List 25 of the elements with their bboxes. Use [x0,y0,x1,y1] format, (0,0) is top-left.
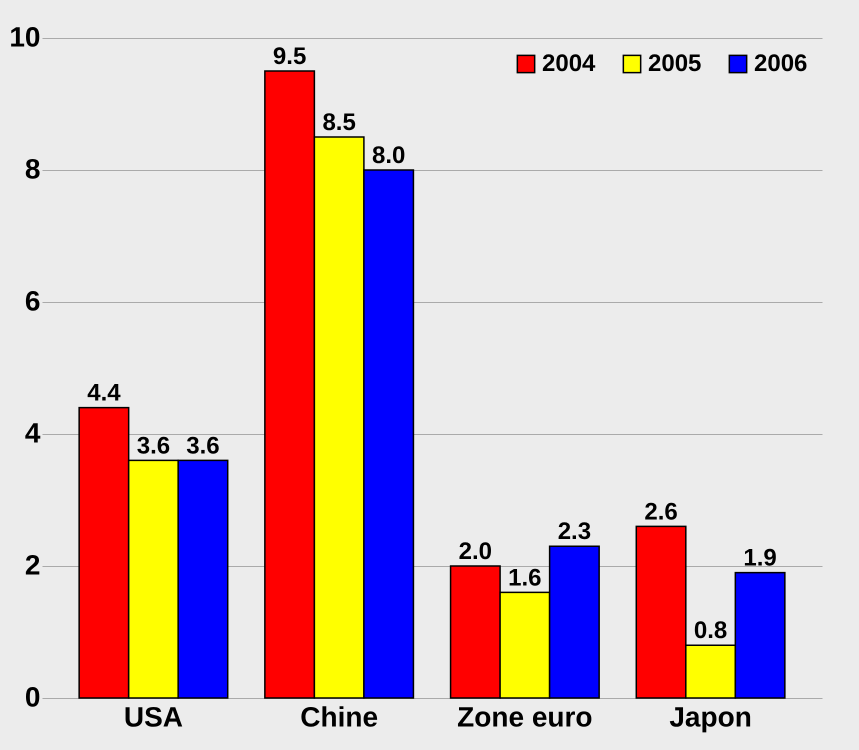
data-label: 3.6 [136,432,170,460]
y-tick-label: 6 [24,286,40,316]
y-tick-label: 4 [24,418,41,448]
x-tick-label: Zone euro [457,702,593,732]
data-label: 0.8 [694,617,728,644]
data-label: 2.3 [558,518,592,546]
y-tick-label: 8 [24,154,40,184]
data-label: 1.9 [743,544,777,572]
data-label: 1.6 [508,564,542,592]
legend-label: 2005 [648,50,702,77]
y-tick-label: 10 [9,22,40,52]
data-label: 4.4 [87,380,122,407]
x-tick-label: Chine [300,702,378,732]
legend-label: 2004 [542,50,596,77]
data-label: 8.5 [322,109,356,136]
data-label: 8.0 [372,142,406,169]
y-tick-label: 2 [24,550,40,580]
data-label: 3.6 [186,432,220,460]
data-label: 9.5 [272,43,306,70]
legend-label: 2006 [754,50,808,77]
data-label: 2.6 [644,498,678,526]
x-tick-label: USA [124,702,183,732]
data-label: 2.0 [458,538,492,565]
x-tick-label: Japon [669,702,752,732]
y-tick-label: 0 [24,682,40,712]
